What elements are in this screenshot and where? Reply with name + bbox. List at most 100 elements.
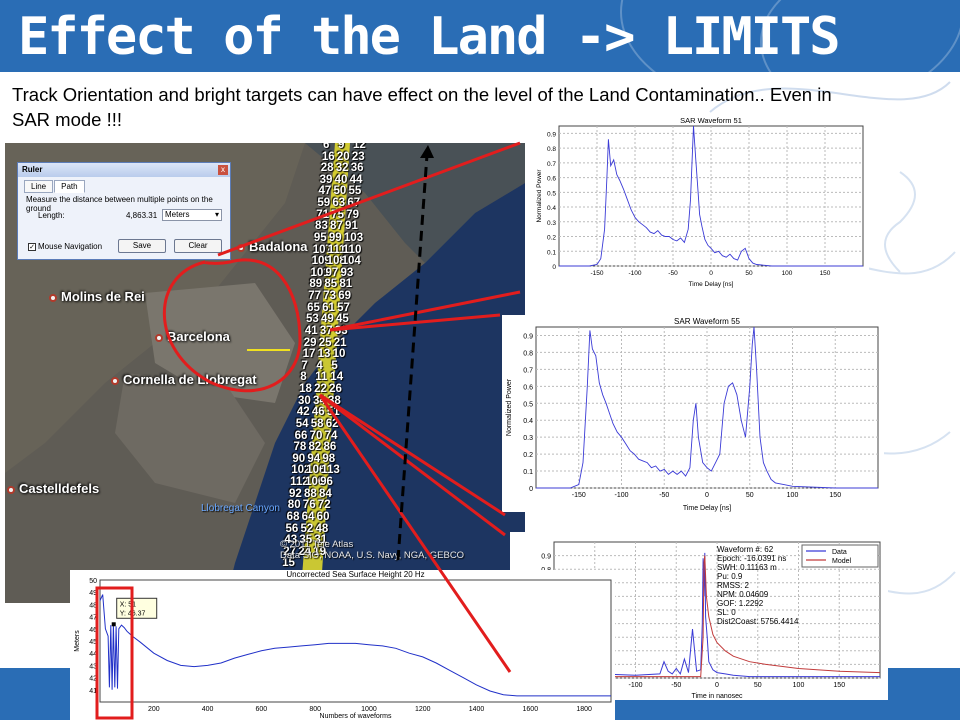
track-point-label: 8 — [300, 371, 307, 384]
track-point-label: 81 — [339, 278, 353, 291]
annotation-line: RMSS: 2 — [717, 581, 750, 590]
annotation-line: NPM: 0.04609 — [717, 590, 769, 599]
save-button[interactable]: Save — [118, 239, 166, 253]
x-tick-label: 1200 — [415, 706, 431, 713]
y-tick-label: 0.2 — [547, 235, 556, 242]
datatip-marker[interactable] — [111, 622, 116, 627]
sea-surface-height-chart: 200 400 600 800 1000 1200 1400 1600 1800 41 42 43 44… — [70, 570, 615, 720]
tab-path[interactable]: Path — [54, 180, 85, 193]
chart-title: SAR Waveform 55 — [674, 317, 740, 326]
track-point-label: 108 — [326, 255, 346, 268]
track-stripe — [300, 143, 350, 603]
track-point-label: 63 — [332, 197, 346, 210]
track-point-label: 57 — [337, 301, 350, 314]
track-point-label: 90 — [292, 452, 306, 465]
y-tick-label: 48 — [89, 602, 97, 609]
slide-caption: Track Orientation and bright targets can… — [12, 84, 832, 130]
track-point-label: 36 — [350, 162, 364, 175]
credit-line-2: Data SIO, NOAA, U.S. Navy, NGA, GEBCO — [280, 550, 465, 561]
place-molins-de-rei[interactable]: Molins de Rei — [49, 289, 145, 304]
y-tick-label: 50 — [89, 578, 97, 585]
mouse-navigation-label: Mouse Navigation — [38, 242, 103, 251]
track-point-label: 58 — [310, 417, 324, 430]
x-tick-label: 0 — [715, 682, 719, 689]
chart-svg: 200 400 600 800 1000 1200 1400 1600 1800 41 42 43 44… — [74, 570, 612, 720]
track-point-label: 86 — [323, 441, 337, 454]
track-point-label: 112 — [290, 476, 309, 489]
track-point-label: 49 — [320, 313, 334, 326]
track-point-label: 48 — [315, 522, 329, 535]
x-tick-label: -150 — [590, 270, 603, 277]
track-point-label: 35 — [299, 534, 313, 547]
y-tick-label: 47 — [89, 615, 97, 622]
x-tick-label: 150 — [833, 682, 845, 689]
x-tick-label: 1800 — [576, 706, 592, 713]
y-tick-label: 0.2 — [523, 452, 533, 459]
track-point-label: 74 — [324, 429, 338, 442]
x-tick-label: -100 — [614, 492, 628, 499]
track-point-label: 104 — [341, 255, 361, 268]
y-tick-label: 0.4 — [523, 418, 533, 425]
ruler-title: Ruler — [18, 163, 230, 177]
track-point-label: 69 — [338, 290, 352, 303]
track-point-label: 27 — [283, 545, 297, 558]
close-icon[interactable]: x — [218, 165, 228, 175]
track-point-label: 65 — [307, 301, 320, 314]
track-point-label: 66 — [294, 429, 308, 442]
track-point-label: 47 — [318, 185, 332, 198]
track-point-label: 113 — [321, 464, 340, 477]
place-badalona[interactable]: Badalona — [237, 239, 308, 254]
track-point-label: 14 — [330, 371, 344, 384]
y-tick-label: 0.4 — [547, 205, 556, 212]
track-point-label: 18 — [299, 383, 312, 396]
track-point-label: 10 — [332, 348, 346, 361]
track-point-label: 67 — [347, 197, 361, 210]
sar-waveform-51-chart: -150 -100 -50 0 50 100 150 0 0.1 0.2 0.3 0.4 0.5 0.6 0… — [533, 116, 869, 288]
place-castelldefels[interactable]: Castelldefels — [7, 481, 99, 496]
y-axis-label: Normalized Power — [506, 378, 513, 436]
x-tick-label: 1000 — [361, 706, 377, 713]
place-marker-icon — [237, 243, 245, 252]
clear-button[interactable]: Clear — [174, 239, 222, 253]
track-point-label: 7 — [301, 359, 308, 372]
credit-line-1: © 2011 Tele Atlas — [280, 539, 354, 550]
x-axis-label: Time in nanosec — [691, 693, 743, 700]
track-point-label: 62 — [325, 417, 339, 430]
track-point-label: 83 — [315, 220, 328, 233]
track-point-label: 54 — [295, 417, 309, 430]
y-tick-label: 49 — [89, 590, 97, 597]
x-tick-label: -50 — [671, 682, 681, 689]
track-point-label: 43 — [284, 534, 298, 547]
x-axis-label: Time Delay [ns] — [689, 281, 734, 288]
series-line-0 — [559, 125, 863, 267]
track-point-label: 103 — [343, 231, 364, 244]
track-point-label: 41 — [304, 324, 318, 337]
track-point-label: 61 — [322, 301, 335, 314]
place-barcelona[interactable]: Barcelona — [155, 329, 230, 344]
place-marker-icon — [49, 293, 57, 302]
x-tick-label: 50 — [754, 682, 762, 689]
track-point-label: 60 — [316, 510, 330, 523]
length-value: 4,863.31 — [126, 211, 158, 220]
track-point-label: 34 — [313, 394, 326, 407]
chart-svg: -150 -100 -50 0 50 100 150 0 0.1 0.2 0.3 0.4 0.5 0.6 0… — [536, 116, 864, 288]
y-tick-label: 0.5 — [523, 401, 533, 408]
mouse-navigation-checkbox[interactable]: ✓ Mouse Navigation — [28, 242, 102, 251]
x-tick-label: 1600 — [523, 706, 539, 713]
track-point-label: 87 — [330, 220, 343, 233]
map-credit: © 2011 Tele Atlas Data SIO, NOAA, U.S. N… — [280, 539, 464, 561]
x-axis-label: Time Delay [ns] — [683, 505, 731, 512]
x-tick-label: -100 — [628, 270, 641, 277]
datatip-line: Y: 46.37 — [120, 610, 146, 617]
tab-line[interactable]: Line — [24, 180, 54, 193]
units-value: Meters — [165, 210, 190, 219]
y-tick-label: 0 — [529, 486, 533, 493]
place-cornella[interactable]: Cornella de Llobregat — [111, 372, 257, 387]
x-tick-label: 200 — [148, 706, 160, 713]
chart-svg: -150 -100 -50 0 50 100 150 0 0.1 0.2 0.3 0.4 0.5 0.6 0… — [506, 317, 879, 512]
x-tick-label: -150 — [572, 492, 586, 499]
track-point-label: 38 — [328, 394, 341, 407]
legend-entry: Model — [832, 558, 852, 565]
units-select[interactable]: Meters ▾ — [162, 209, 222, 221]
track-point-label: 20 — [336, 150, 350, 163]
